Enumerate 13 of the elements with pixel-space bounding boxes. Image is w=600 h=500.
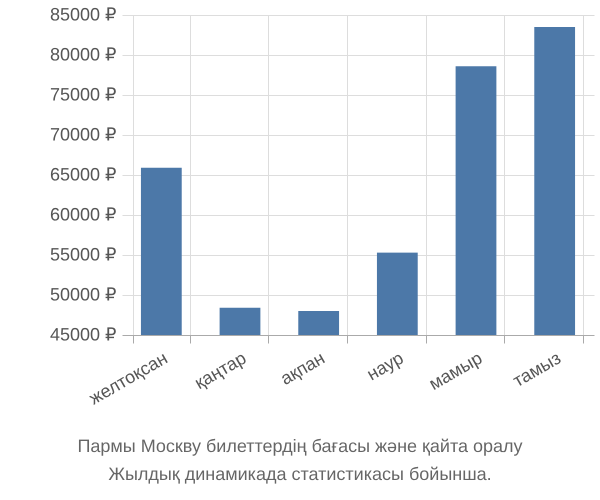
text: Пармы Москву билеттердің бағасы және қайта оралу	[77, 436, 523, 456]
y-tick-label: 65000 ₽	[50, 164, 116, 184]
y-tick-label: 70000 ₽	[50, 124, 116, 144]
x-tick-label: наур	[363, 348, 407, 384]
y-tick-label: 80000 ₽	[50, 44, 116, 64]
y-tick-label: 55000 ₽	[50, 244, 116, 264]
y-tick-label: 50000 ₽	[50, 284, 116, 304]
y-tick-label: 85000 ₽	[50, 4, 116, 24]
text: Жылдық динамикада статистикасы бойынша.	[108, 464, 492, 484]
y-tick-label: 75000 ₽	[50, 84, 116, 104]
y-tick-label: 45000 ₽	[50, 324, 116, 344]
x-tick-label: ақпан	[276, 348, 328, 389]
y-tick-label: 60000 ₽	[50, 204, 116, 224]
